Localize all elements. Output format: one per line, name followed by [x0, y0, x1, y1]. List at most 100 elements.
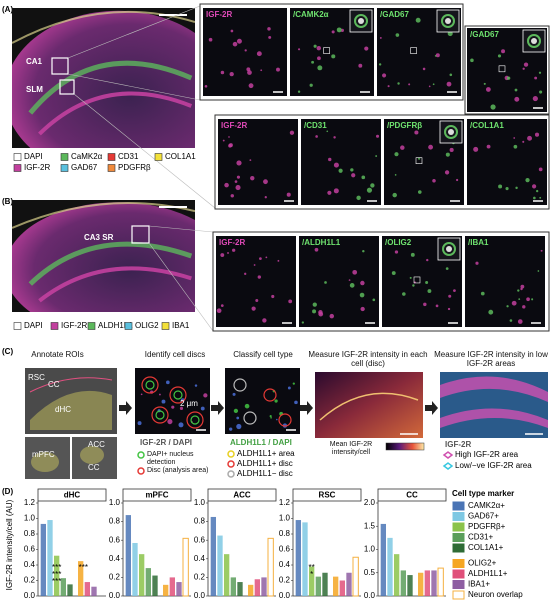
cell: [506, 305, 509, 308]
bar: [302, 522, 308, 596]
step-title: Identify cell discs: [144, 350, 206, 359]
cell: [375, 134, 380, 138]
cell: [140, 393, 143, 396]
roi-box: [131, 225, 150, 244]
chart-title-box: [292, 488, 362, 502]
cell: [517, 319, 523, 324]
legend-label: IGF-2R: [24, 163, 50, 172]
bar: [54, 555, 60, 596]
cell: [395, 33, 400, 37]
cell: [391, 271, 396, 275]
legend-label: CD31: [118, 152, 139, 161]
bar: [261, 577, 267, 596]
cell: [262, 318, 267, 323]
cell: [314, 247, 319, 252]
cell: [522, 140, 525, 143]
inset-cell: [444, 125, 458, 139]
cell: [220, 304, 224, 307]
bar: [322, 572, 328, 596]
cell: [333, 188, 339, 194]
cell: [379, 36, 382, 39]
cell: [515, 186, 518, 190]
cell: [445, 152, 450, 157]
cell: [414, 130, 419, 135]
cell: [333, 162, 339, 168]
inset-cell: [448, 129, 454, 135]
cell: [400, 145, 405, 150]
bar: [424, 570, 430, 596]
cell: [372, 298, 376, 302]
bar: [210, 516, 216, 596]
cell: [361, 175, 366, 180]
cell: [253, 264, 256, 266]
cell: [513, 137, 516, 139]
inset-cell: [358, 18, 364, 24]
legend-swatch: [60, 153, 69, 161]
cell: [326, 130, 329, 133]
cell: [309, 83, 313, 87]
legend-label: High IGF-2R area: [455, 450, 519, 459]
cell: [331, 30, 335, 34]
cell: [313, 44, 317, 48]
roi-label: CC: [88, 463, 100, 472]
area-high: [440, 408, 548, 428]
cell: [232, 392, 236, 396]
cell: [235, 184, 241, 191]
y-tick-label: 1.0: [279, 514, 291, 523]
cell: [445, 267, 449, 270]
cell: [412, 284, 415, 287]
disc: [186, 411, 204, 429]
y-tick-label: 1.0: [109, 498, 121, 507]
cell: [382, 73, 387, 78]
cell: [538, 167, 543, 172]
cell: [423, 302, 427, 307]
legend-title: Cell type marker: [452, 489, 514, 498]
cell: [490, 104, 496, 110]
bar: [182, 537, 189, 597]
disc: [243, 411, 257, 425]
cell: [244, 49, 247, 52]
heatmap-outline: [319, 392, 419, 421]
step-title: Classify cell type: [233, 350, 293, 359]
bar: [47, 520, 53, 596]
cell: [501, 49, 506, 54]
bar: [176, 582, 182, 596]
image-caption: ALDH1L1 / DAPI: [230, 438, 292, 447]
bar: [248, 584, 254, 596]
cell: [260, 69, 263, 72]
cell: [297, 48, 301, 51]
cell: [348, 279, 351, 281]
bar: [152, 575, 158, 596]
chart-title-box: [207, 488, 277, 502]
step-title: Measure IGF-2R intensity in low IGF-2R a…: [434, 350, 548, 368]
cell: [203, 393, 208, 398]
roi-outline: [29, 377, 113, 393]
cell: [338, 168, 343, 173]
bar: [169, 577, 175, 596]
cell: [509, 319, 513, 322]
step-title: Measure IGF-2R intensity in each cell (d…: [308, 350, 428, 368]
panel-label: (A): [2, 5, 13, 14]
bar: [217, 535, 223, 596]
scale-label: 2 μm: [180, 399, 198, 408]
cell: [432, 179, 436, 183]
y-tick-label: 1.0: [364, 545, 376, 554]
cell: [276, 418, 278, 421]
cell: [292, 382, 295, 385]
y-tick-label: 0.2: [279, 576, 291, 585]
channel-label: /CAMK2α: [293, 10, 329, 19]
cell: [158, 393, 161, 396]
cell: [331, 54, 336, 59]
legend-label: Low/−ve IGF-2R area: [455, 461, 532, 470]
roi-box: [410, 47, 417, 54]
cell: [178, 422, 184, 428]
significance: *: [310, 570, 313, 579]
cell: [208, 37, 213, 42]
bar: [400, 570, 406, 596]
cell: [427, 289, 432, 293]
cell: [417, 190, 422, 194]
bar: [315, 576, 321, 596]
y-tick-label: 1.2: [279, 498, 291, 507]
y-tick-label: 0.0: [364, 591, 376, 600]
